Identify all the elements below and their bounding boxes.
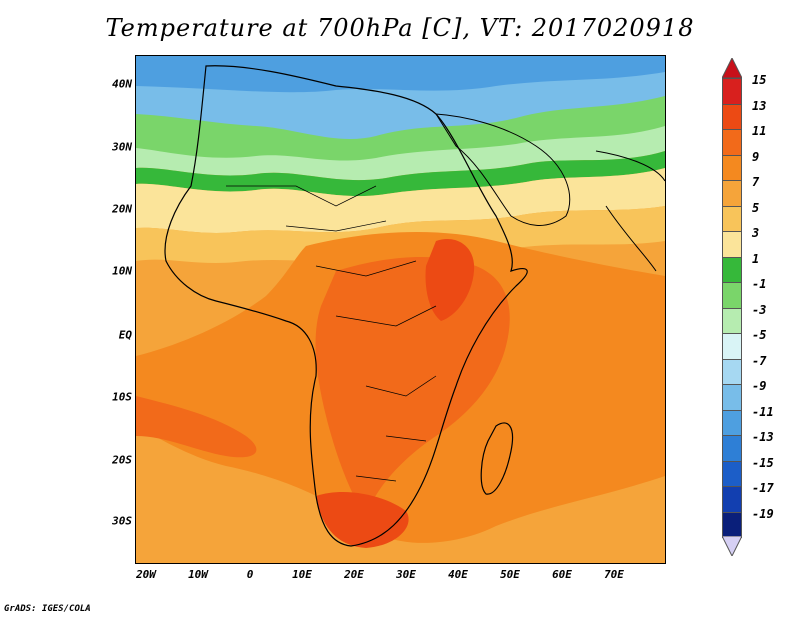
x-tick: 70E [604,568,624,581]
colorbar-label: 9 [752,149,760,164]
colorbar-swatch [722,205,742,232]
hot-spot-south [316,491,409,548]
colorbar-swatch [722,409,742,436]
colorbar-swatch [722,460,742,487]
x-tick: 40E [448,568,468,581]
colorbar-bottom-arrow [722,536,742,556]
colorbar-label: 3 [752,226,760,240]
colorbar-swatch [722,103,742,130]
africa-coastline [164,65,528,547]
colorbar-swatch [722,129,742,156]
colorbar-label: -11 [752,404,774,419]
colorbar-top-arrow [722,58,742,78]
border-lines [226,185,437,482]
footer-credit: GrADS: IGES/COLA [4,604,91,614]
colorbar-swatch [722,231,742,258]
colorbar-swatch [722,78,742,105]
colorbar-swatch [722,180,742,207]
y-tick: 10S [112,390,132,404]
temperature-map [135,55,666,564]
y-tick: 40N [112,77,132,91]
colorbar-swatch [722,256,742,283]
x-tick: 50E [500,568,520,581]
colorbar-label: 7 [752,175,760,189]
colorbar-label: 5 [752,200,760,215]
yellow-band [136,168,665,233]
colorbar-swatch [722,435,742,462]
colorbar-label: -19 [752,506,774,521]
colorbar-swatch [722,154,742,181]
colorbar-label: -17 [752,481,774,495]
colorbar-swatch [722,282,742,309]
colorbar-label: -13 [752,430,774,444]
colorbar-label: -15 [752,455,774,470]
y-tick: 20N [112,202,132,216]
green-belt [136,151,665,197]
colorbar-swatch [722,358,742,385]
x-tick: 20W [136,568,156,581]
india-outline [595,150,665,272]
y-tick: 30S [112,514,132,528]
arabia-outline [435,113,571,226]
x-tick: 10W [188,568,208,581]
colorbar-swatch [722,486,742,513]
hot-core-central [315,256,510,516]
colorbar-label: -1 [752,277,767,291]
y-tick: 30N [112,140,132,154]
hot-spot-east [425,239,475,321]
cold-zone-deep [136,56,665,93]
colorbar-label: 1 [752,251,760,266]
map-canvas [136,56,665,563]
colorbar-label: 11 [752,124,767,138]
y-tick: EQ [118,328,132,342]
colorbar-swatch [722,333,742,360]
colorbar-label: -7 [752,353,767,368]
x-tick: 30E [396,568,416,581]
colorbar-label: -3 [752,302,767,317]
hot-band-southwest [136,396,257,458]
colorbar-label: -5 [752,328,767,342]
y-tick: 20S [112,453,132,467]
x-tick: 60E [552,568,572,581]
x-tick: 20E [344,568,364,581]
y-tick: 10N [112,264,132,278]
x-tick: 0 [246,568,254,581]
madagascar-outline [480,422,514,495]
colorbar-swatch [722,384,742,411]
colorbar-label: 15 [752,73,767,87]
map-title: Temperature at 700hPa [C], VT: 201702091… [105,14,695,42]
colorbar-label: -9 [752,379,767,393]
x-tick: 10E [292,568,312,581]
colorbar-swatch [722,511,742,538]
colorbar-swatch [722,307,742,334]
colorbar-label: 13 [752,98,767,113]
